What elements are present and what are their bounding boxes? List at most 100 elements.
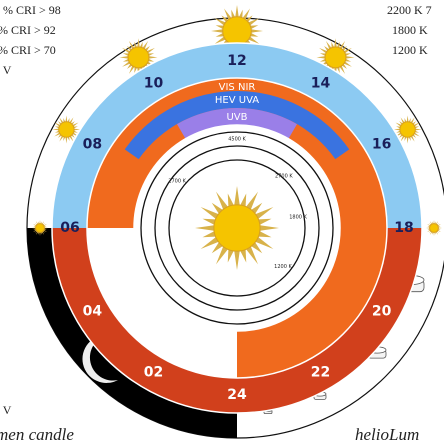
sun-ray: [433, 232, 435, 236]
sun-disc: [429, 223, 439, 233]
ring-edge: [51, 42, 423, 414]
sun-ray: [319, 53, 326, 56]
hour-label: 14: [311, 75, 331, 91]
sun-ray: [251, 29, 263, 33]
kelvin-line: 1800 K: [392, 23, 428, 37]
sun-ray: [319, 58, 326, 62]
sun-ray: [39, 220, 41, 224]
sun-ray: [258, 231, 272, 238]
sun-ray: [430, 231, 433, 235]
kelvin-label: 4500 K: [228, 137, 246, 143]
kelvin-label: 1200 K: [274, 264, 292, 270]
hour-label: 06: [60, 220, 79, 236]
sun-ray: [404, 136, 407, 141]
sun-ray: [72, 122, 79, 127]
outer-sun: [32, 220, 48, 236]
sun-ray: [339, 40, 345, 50]
sun-ray: [73, 126, 78, 129]
sun-ray: [396, 126, 401, 129]
sun-ray: [258, 218, 272, 225]
sun-ray: [246, 191, 258, 210]
sun-ray: [430, 221, 433, 225]
sun-ray: [336, 41, 340, 48]
hour-label: 08: [83, 137, 102, 153]
kelvin-label: 2700 K: [275, 173, 293, 179]
sun-ray: [415, 128, 422, 131]
sun-ray: [134, 41, 138, 48]
sun-ray: [211, 242, 223, 254]
hour-label: 02: [144, 365, 163, 381]
sun-ray: [142, 40, 148, 50]
hour-label: 04: [83, 304, 103, 320]
sun-ray: [33, 224, 37, 227]
sun-ray: [134, 67, 138, 73]
sun-ray: [259, 225, 279, 231]
sun-ray: [139, 41, 143, 48]
sun-ray: [200, 207, 219, 219]
moon: [82, 334, 118, 383]
sun-ray: [343, 47, 352, 54]
cri-line: 0 % CRI > 98: [0, 3, 61, 17]
sun-ray: [331, 41, 335, 48]
sun-ray: [406, 115, 409, 122]
sun-ray: [211, 29, 223, 33]
band-label: HEV UVA: [215, 95, 259, 106]
sun-ray: [65, 137, 68, 144]
sun-ray: [251, 242, 263, 254]
sun-ray: [54, 130, 60, 133]
sun-ray: [410, 117, 415, 124]
sun-ray: [427, 229, 431, 232]
sun-ray: [343, 61, 352, 67]
hour-label: 20: [372, 304, 392, 320]
uvb-ring: [177, 108, 297, 139]
sun-ray: [148, 58, 155, 62]
ring-edge: [133, 124, 341, 332]
sun-ray: [326, 40, 332, 50]
kelvin-circle: [140, 131, 334, 325]
sun-ray: [54, 132, 61, 137]
sun-ray: [234, 186, 240, 206]
sun-ray: [214, 36, 226, 44]
inner-white: [87, 228, 237, 378]
sun-ray: [69, 135, 74, 142]
sun-ray: [242, 8, 250, 20]
sun-ray: [339, 65, 345, 74]
cri-line: % CRI > 70: [0, 43, 56, 57]
sun-ray: [63, 136, 66, 141]
sun-ray: [202, 231, 216, 238]
sun-ray: [408, 136, 411, 141]
sun-ray: [41, 221, 44, 225]
sun-ray: [221, 15, 229, 23]
sun-disc: [324, 46, 347, 69]
hour-label: 24: [227, 387, 247, 403]
sun-ray: [67, 136, 70, 141]
sun-disc: [222, 16, 252, 46]
sun-ray: [396, 130, 401, 133]
volt-line: 0 V: [0, 403, 12, 417]
sun-ray: [255, 237, 274, 249]
sun-ray: [43, 224, 47, 227]
sun-ray: [119, 56, 129, 59]
corner-text: 0 % CRI > 98 % CRI > 92 % CRI > 70 0 V 2…: [0, 3, 432, 443]
footer-right: helioLum: [355, 425, 419, 443]
kelvin-label: 1800 K: [289, 215, 307, 221]
sun-ray: [54, 122, 61, 127]
sun-ray: [216, 191, 228, 210]
sun-ray: [44, 227, 48, 229]
outer-sun: [393, 115, 422, 144]
sun-ray: [239, 9, 243, 18]
hour-label: 18: [394, 220, 413, 236]
sun-disc: [399, 121, 416, 138]
vis-nir-ring: [87, 78, 387, 378]
sun-ray: [129, 65, 135, 74]
sun-ray: [63, 118, 66, 123]
sun-ray: [122, 53, 129, 56]
sun-ray: [231, 9, 235, 18]
sun-ray: [413, 132, 420, 137]
sun-ray: [43, 229, 47, 232]
sun-ray: [148, 53, 155, 56]
sun-ray: [250, 33, 259, 37]
sun-ray: [54, 126, 60, 129]
sun-ray: [408, 118, 411, 123]
